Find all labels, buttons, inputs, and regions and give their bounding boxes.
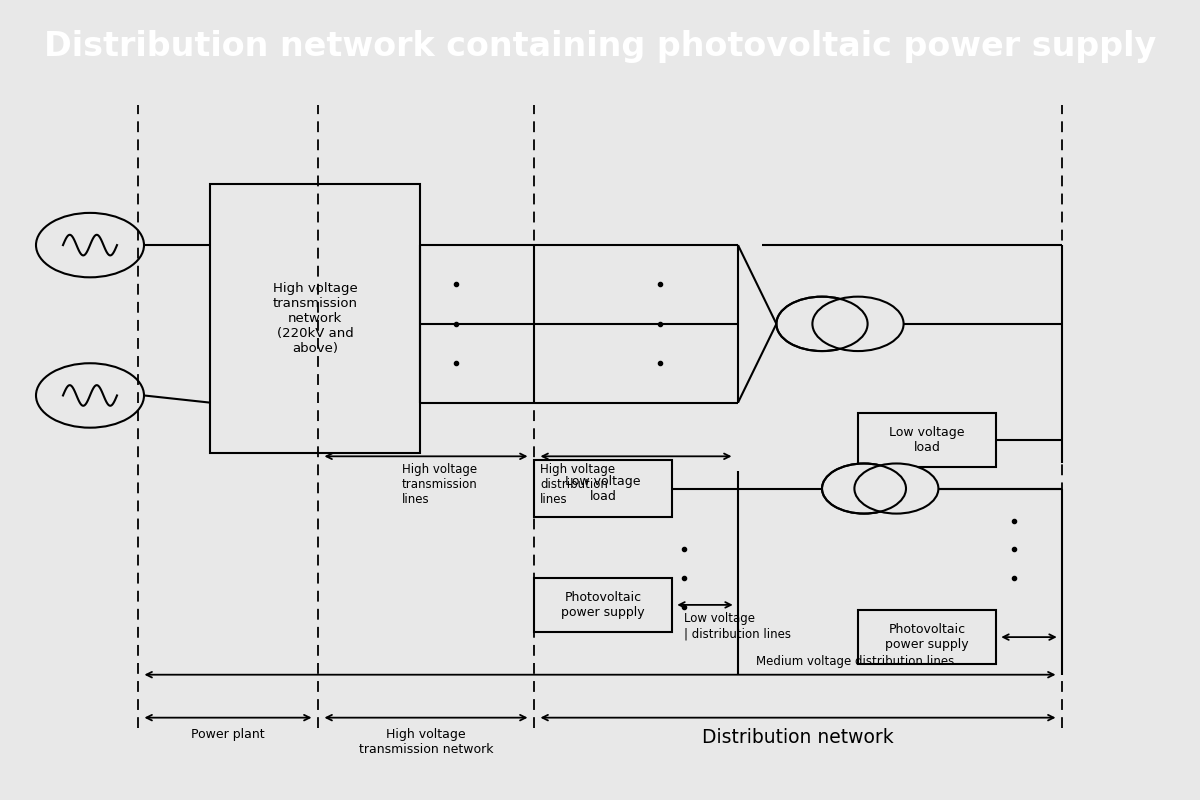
Bar xyxy=(858,414,996,467)
Text: High voltage
transmission network: High voltage transmission network xyxy=(359,728,493,757)
Text: Photovoltaic
power supply: Photovoltaic power supply xyxy=(886,623,968,651)
Text: Distribution network: Distribution network xyxy=(702,728,894,747)
Circle shape xyxy=(776,297,868,351)
Bar xyxy=(534,460,672,517)
Text: High voltage
transmission
lines: High voltage transmission lines xyxy=(402,463,478,506)
Text: Photovoltaic
power supply: Photovoltaic power supply xyxy=(562,591,644,619)
Text: Low voltage
| distribution lines: Low voltage | distribution lines xyxy=(684,612,791,640)
Circle shape xyxy=(812,297,904,351)
Text: Medium voltage distribution lines: Medium voltage distribution lines xyxy=(756,654,954,667)
Circle shape xyxy=(822,463,906,514)
Bar xyxy=(210,184,420,453)
Circle shape xyxy=(854,463,938,514)
Text: Power plant: Power plant xyxy=(191,728,265,742)
Bar xyxy=(858,610,996,664)
Text: Low voltage
load: Low voltage load xyxy=(889,426,965,454)
Text: High voltage
distribution
lines: High voltage distribution lines xyxy=(540,463,616,506)
Text: Distribution network containing photovoltaic power supply: Distribution network containing photovol… xyxy=(44,30,1156,62)
Bar xyxy=(534,578,672,632)
Text: High voltage
transmission
network
(220kV and
above): High voltage transmission network (220kV… xyxy=(272,282,358,355)
Text: Low voltage
load: Low voltage load xyxy=(565,474,641,502)
